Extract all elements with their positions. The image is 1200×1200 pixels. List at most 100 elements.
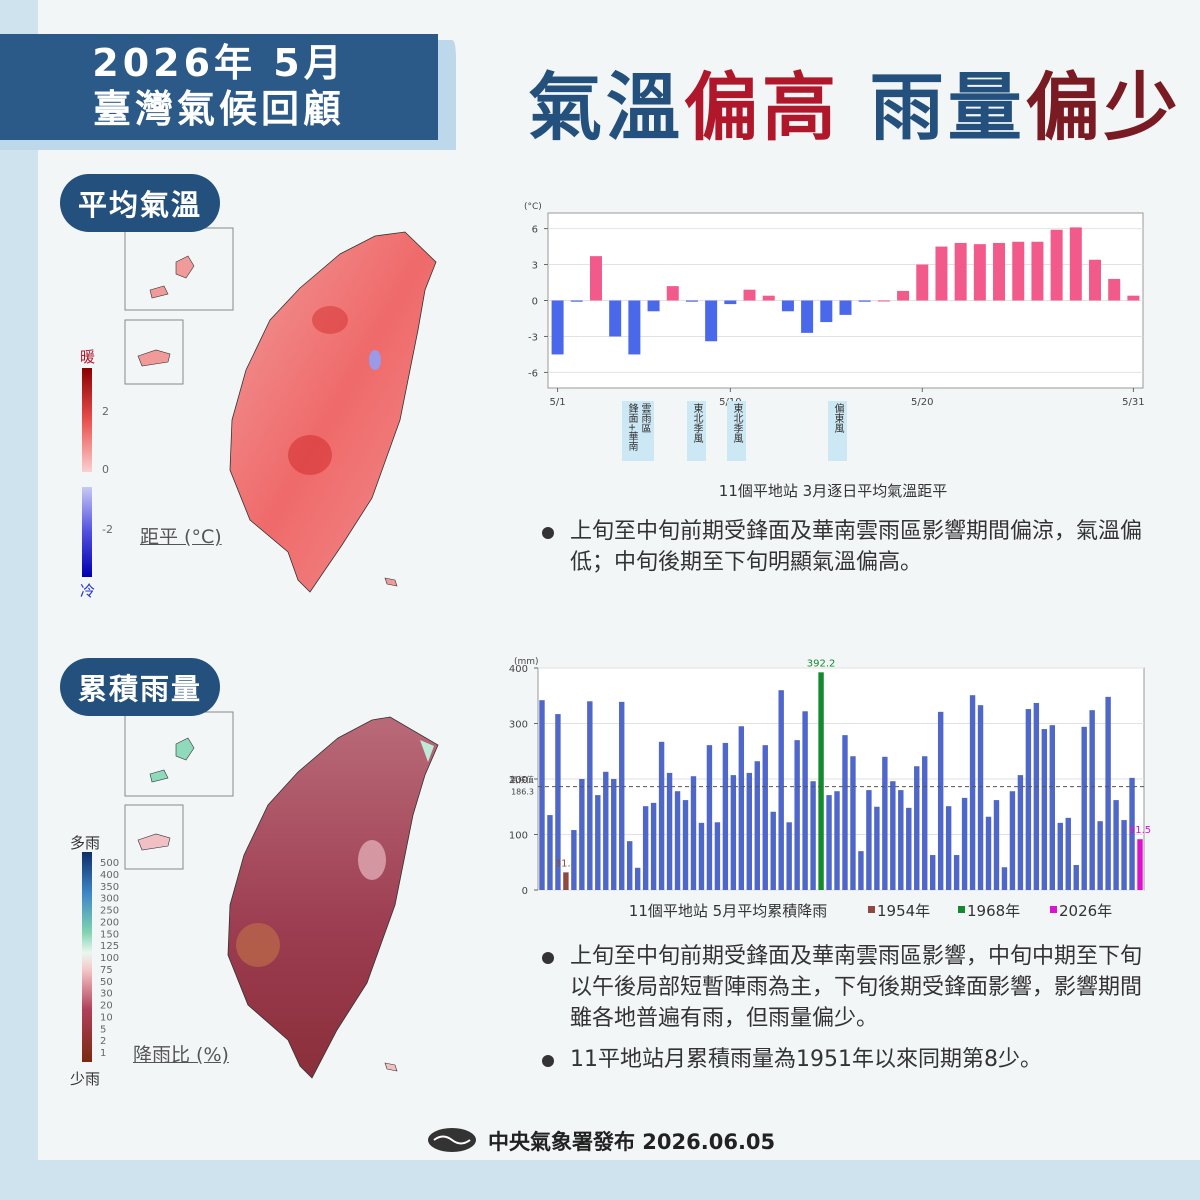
- bar: [587, 701, 593, 890]
- annotation: 鋒面+華南雲雨區: [622, 401, 654, 461]
- colorbar-tick: 0: [102, 463, 109, 476]
- bar: [611, 779, 617, 890]
- bar: [1041, 729, 1048, 890]
- colorbar-tick: 2: [102, 405, 109, 418]
- colorbar-tick: 400: [100, 870, 119, 881]
- bar: [1105, 696, 1111, 890]
- colorbar-tick: 125: [100, 941, 119, 952]
- bar: [781, 300, 794, 312]
- bar: [628, 300, 641, 355]
- bar: [1017, 775, 1024, 890]
- legend-label: 1968年: [967, 902, 1020, 920]
- chart-caption: 11個平地站 3月逐日平均氣溫距平: [719, 482, 947, 500]
- bar: [858, 300, 871, 302]
- bar: [551, 300, 564, 355]
- bar: [743, 289, 756, 301]
- bar: [794, 740, 800, 890]
- bar: [1057, 822, 1063, 890]
- bar: [754, 761, 760, 890]
- bar: [714, 822, 721, 890]
- bar: [850, 756, 856, 890]
- colorbar-rain: [82, 852, 92, 1062]
- bar: [1097, 821, 1103, 890]
- colorbar-tick: 100: [100, 953, 119, 964]
- reference-value: 186.3: [511, 788, 534, 797]
- colorbar-tick: 5: [100, 1024, 106, 1035]
- legend-label: 2026年: [1059, 902, 1112, 920]
- bar: [705, 300, 718, 342]
- bar: [1081, 726, 1087, 890]
- annotation: 東北季風: [727, 401, 746, 461]
- colorbar-tick: 1: [100, 1048, 106, 1059]
- bar: [626, 841, 633, 890]
- reference-label: 氣候值: [510, 775, 534, 785]
- legend-swatch: [868, 906, 875, 913]
- bar: [666, 286, 679, 301]
- headline: 氣溫偏高 雨量偏少: [528, 48, 1182, 155]
- colorbar-tick: 500: [100, 858, 119, 869]
- y-tick-label: -6: [528, 368, 538, 379]
- bar: [698, 822, 705, 890]
- bar: [810, 781, 816, 890]
- bar: [1009, 791, 1016, 890]
- colorbar-tick: 20: [100, 1001, 113, 1012]
- bar: [1001, 867, 1008, 890]
- y-tick-label: 300: [509, 720, 528, 731]
- bar: [706, 745, 713, 890]
- data-label: 31.8: [555, 858, 577, 869]
- legend-bottom: 少雨: [70, 1070, 101, 1088]
- bar: [898, 790, 904, 890]
- bar: [571, 830, 577, 890]
- bar: [834, 791, 840, 890]
- colorbar-tick: 50: [100, 977, 113, 988]
- rain-map: [124, 711, 439, 1079]
- bar: [1025, 709, 1032, 890]
- bar: [778, 690, 784, 890]
- colorbar-tick: 200: [100, 917, 119, 928]
- section-title: 平均氣溫: [60, 174, 221, 232]
- bar: [770, 811, 776, 890]
- bar: [547, 815, 553, 890]
- colorbar-tick: -2: [102, 523, 113, 536]
- panel: [38, 0, 1200, 1160]
- legend-label: 降雨比 (%): [133, 1044, 229, 1066]
- colorbar-tick: 300: [100, 894, 119, 905]
- y-tick-label: 6: [532, 225, 538, 236]
- data-label: 91.5: [1129, 825, 1151, 836]
- bar: [839, 300, 852, 315]
- annotation: 東北季風: [687, 401, 706, 461]
- bar: [724, 300, 737, 305]
- bar: [866, 790, 872, 890]
- bar: [826, 795, 832, 890]
- bar: [906, 807, 912, 890]
- y-tick-label: 0: [532, 297, 538, 308]
- chart-caption: 11個平地站 5月平均累積降雨: [629, 902, 827, 920]
- headline-part: 雨量: [840, 65, 1026, 151]
- colorbar-tick: 75: [100, 965, 113, 976]
- bar: [619, 701, 625, 890]
- bar: [882, 756, 888, 890]
- bar: [1129, 777, 1135, 890]
- y-tick-label: 100: [509, 831, 528, 842]
- bar: [973, 244, 986, 301]
- bullet: [542, 1055, 554, 1067]
- x-tick-label: 5/1: [550, 397, 566, 408]
- bar: [818, 672, 824, 890]
- colorbar-tick: 10: [100, 1012, 113, 1023]
- bar: [730, 775, 737, 890]
- legend-swatch: [958, 906, 965, 913]
- colorbar-tick: 250: [100, 906, 119, 917]
- axis-unit: (°C): [524, 202, 542, 212]
- bar: [539, 700, 545, 890]
- legend-label: 1954年: [877, 902, 930, 920]
- bar: [690, 776, 697, 890]
- bar: [858, 851, 864, 890]
- bar: [801, 300, 814, 333]
- headline-part: 偏高: [684, 65, 840, 151]
- bar: [985, 816, 992, 890]
- bar: [914, 766, 920, 890]
- y-tick-label: -3: [528, 332, 538, 343]
- bar: [595, 795, 601, 890]
- bullet-text: 上旬至中旬前期受鋒面及華南雲雨區影響期間偏涼，氣溫偏低；中旬後期至下旬明顯氣溫偏…: [570, 519, 1143, 575]
